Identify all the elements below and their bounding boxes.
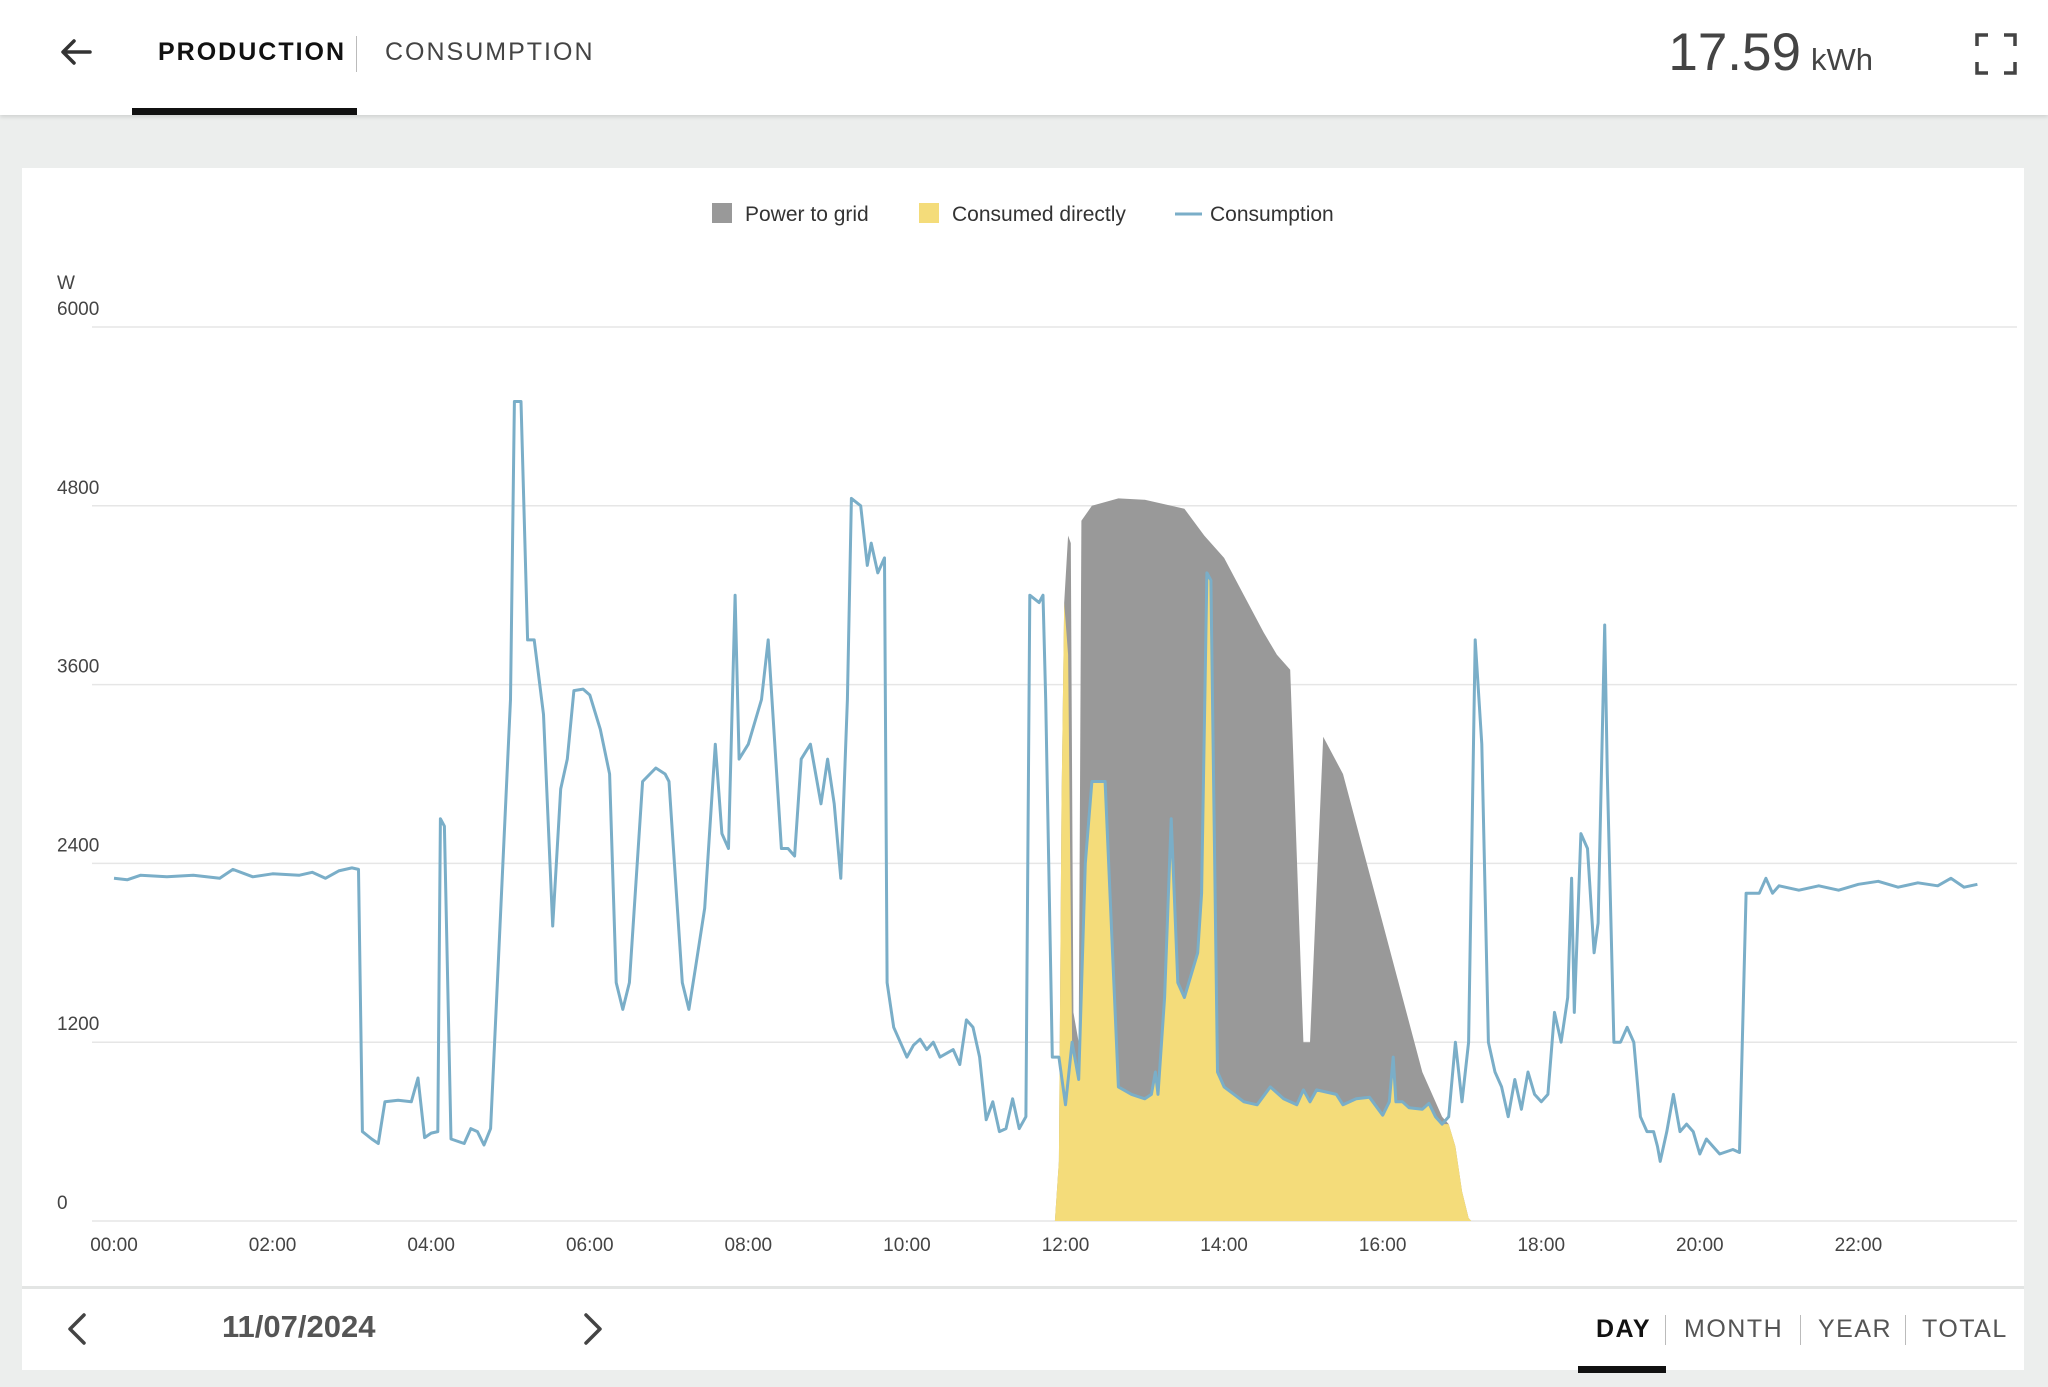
period-total[interactable]: TOTAL bbox=[1922, 1315, 2008, 1343]
period-divider bbox=[1800, 1315, 1801, 1345]
energy-total-unit: kWh bbox=[1811, 42, 1873, 77]
fullscreen-icon bbox=[1975, 33, 2017, 75]
x-tick-label: 22:00 bbox=[1835, 1235, 1883, 1256]
legend-label-power-to-grid: Power to grid bbox=[745, 203, 869, 226]
legend-label-consumed-directly: Consumed directly bbox=[952, 203, 1126, 226]
tab-consumption[interactable]: CONSUMPTION bbox=[385, 38, 595, 66]
x-tick-label: 00:00 bbox=[90, 1235, 138, 1256]
arrow-left-icon bbox=[61, 39, 92, 65]
consumption-line bbox=[113, 400, 1978, 1163]
tab-divider bbox=[356, 36, 357, 72]
x-tick-label: 04:00 bbox=[407, 1235, 455, 1256]
x-tick-label: 06:00 bbox=[566, 1235, 614, 1256]
active-tab-indicator bbox=[132, 108, 357, 115]
period-month[interactable]: MONTH bbox=[1684, 1315, 1784, 1343]
x-tick-label: 02:00 bbox=[249, 1235, 297, 1256]
y-tick-label: 3600 bbox=[57, 657, 99, 678]
period-divider bbox=[1905, 1315, 1906, 1345]
y-axis-label: W bbox=[57, 273, 75, 294]
y-tick-label: 6000 bbox=[57, 299, 99, 320]
current-date[interactable]: 11/07/2024 bbox=[222, 1309, 376, 1344]
chart-card: 0 1200 2400 3600 4800 6000 W 00:00 02:00 04:00 06:… bbox=[22, 168, 2024, 1370]
previous-day-button[interactable] bbox=[58, 1309, 98, 1349]
production-chart: 0 1200 2400 3600 4800 6000 W 00:00 02:00 04:00 06:… bbox=[57, 203, 2017, 1256]
period-day[interactable]: DAY bbox=[1596, 1315, 1651, 1343]
fullscreen-button[interactable] bbox=[1974, 32, 2018, 76]
x-tick-label: 12:00 bbox=[1042, 1235, 1090, 1256]
x-tick-label: 20:00 bbox=[1676, 1235, 1724, 1256]
active-period-indicator bbox=[1578, 1366, 1666, 1373]
x-tick-label: 14:00 bbox=[1200, 1235, 1248, 1256]
next-day-button[interactable] bbox=[572, 1309, 612, 1349]
x-tick-label: 18:00 bbox=[1517, 1235, 1565, 1256]
energy-total-value: 17.59 bbox=[1668, 23, 1801, 82]
period-divider bbox=[1665, 1315, 1666, 1345]
tab-production[interactable]: PRODUCTION bbox=[158, 38, 347, 66]
legend-swatch-power-to-grid bbox=[712, 203, 732, 223]
y-tick-label: 2400 bbox=[57, 835, 99, 856]
legend-label-consumption: Consumption bbox=[1210, 203, 1334, 226]
energy-total: 17.59 kWh bbox=[1668, 22, 1873, 83]
period-year[interactable]: YEAR bbox=[1818, 1315, 1893, 1343]
chevron-left-icon bbox=[68, 1313, 86, 1345]
y-tick-label: 0 bbox=[57, 1193, 68, 1214]
legend-swatch-consumed-directly bbox=[919, 203, 939, 223]
back-button[interactable] bbox=[52, 28, 100, 76]
top-bar: PRODUCTION CONSUMPTION 17.59 kWh bbox=[0, 0, 2048, 115]
x-tick-label: 10:00 bbox=[883, 1235, 931, 1256]
chevron-right-icon bbox=[584, 1313, 602, 1345]
power-to-grid-area bbox=[1054, 498, 1472, 1221]
y-tick-label: 4800 bbox=[57, 478, 99, 499]
x-tick-label: 08:00 bbox=[725, 1235, 773, 1256]
y-tick-label: 1200 bbox=[57, 1014, 99, 1035]
x-tick-label: 16:00 bbox=[1359, 1235, 1407, 1256]
consumed-directly-area bbox=[1054, 572, 1472, 1221]
date-navigation-bar: 11/07/2024 DAY MONTH YEAR TOTAL bbox=[22, 1286, 2024, 1373]
